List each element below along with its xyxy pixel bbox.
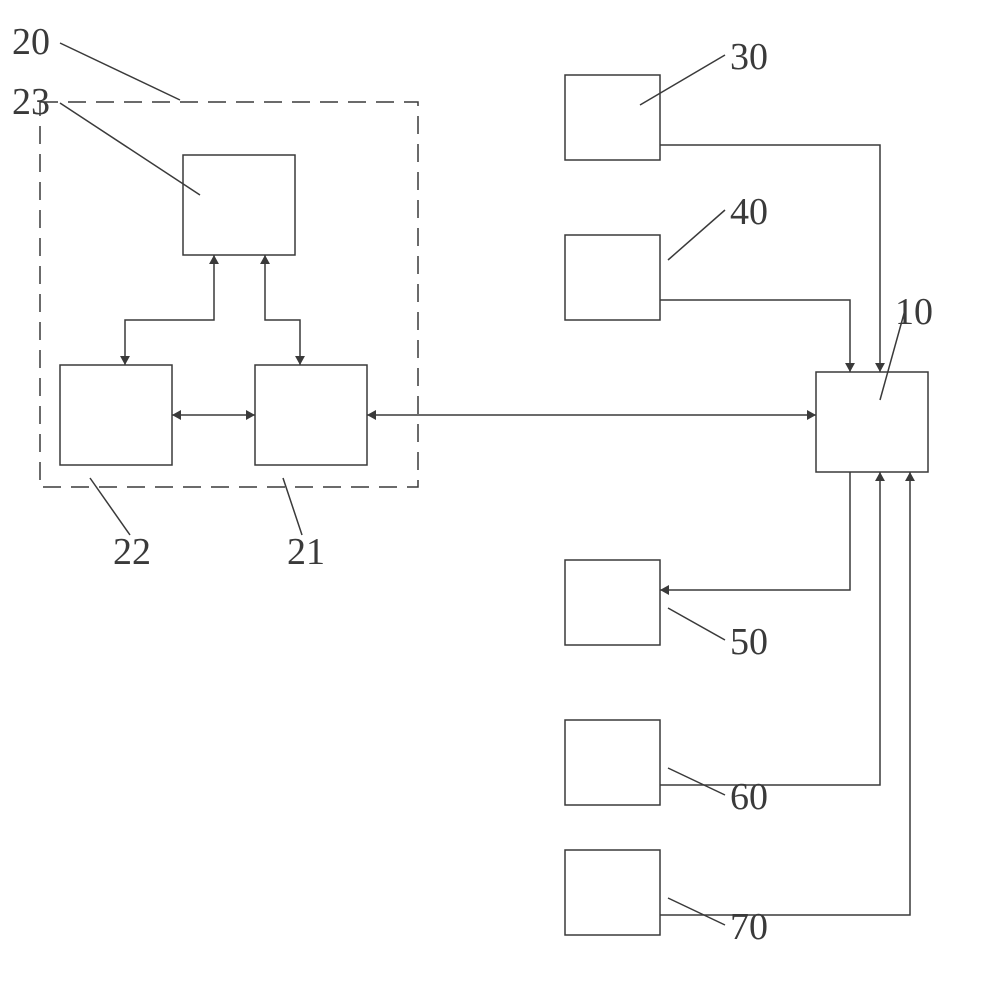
leader-4 [640,55,725,105]
diagram-canvas [0,0,991,1000]
connector-7 [660,472,880,785]
label-l22: 22 [113,530,151,574]
box-box22 [60,365,172,465]
connector-4 [660,145,880,372]
label-l21: 21 [287,530,325,574]
leader-5 [668,210,725,260]
connector-0 [125,255,214,365]
leader-1 [60,103,200,195]
leader-7 [668,608,725,640]
label-l30: 30 [730,35,768,79]
box-dashed_group [40,102,418,487]
label-l60: 60 [730,775,768,819]
box-box10 [816,372,928,472]
leader-8 [668,768,725,795]
box-box50 [565,560,660,645]
box-box60 [565,720,660,805]
connector-8 [660,472,910,915]
label-l40: 40 [730,190,768,234]
connector-6 [660,472,850,590]
label-l10: 10 [895,290,933,334]
box-box21 [255,365,367,465]
connector-1 [265,255,300,365]
leader-0 [60,43,180,100]
box-box70 [565,850,660,935]
connector-5 [660,300,850,372]
leader-9 [668,898,725,925]
label-l50: 50 [730,620,768,664]
box-box23 [183,155,295,255]
box-box30 [565,75,660,160]
label-l20: 20 [12,20,50,64]
label-l23: 23 [12,80,50,124]
label-l70: 70 [730,905,768,949]
box-box40 [565,235,660,320]
